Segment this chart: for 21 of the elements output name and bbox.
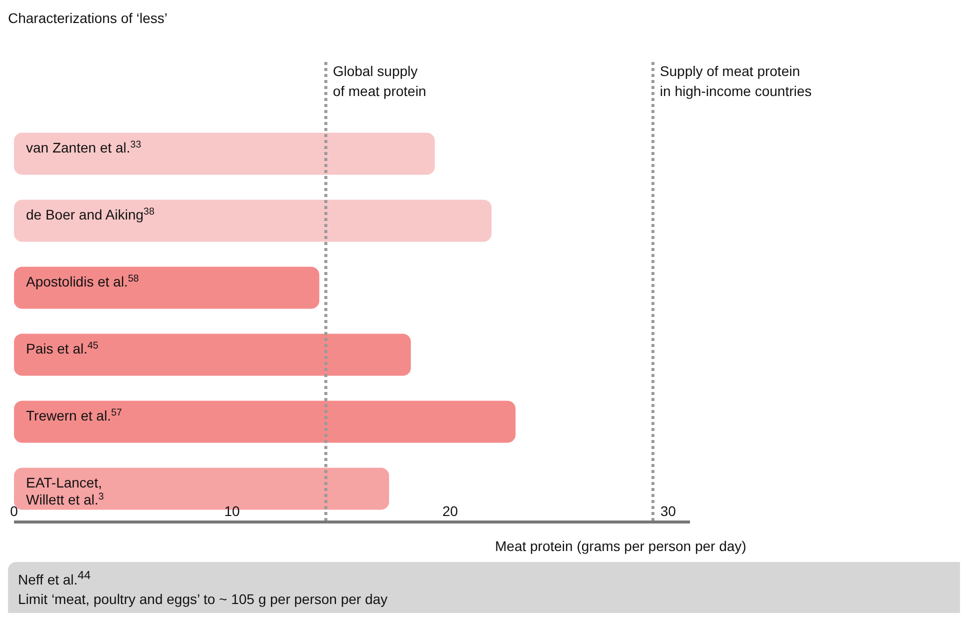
x-tick-label: 10 bbox=[224, 503, 240, 519]
bar bbox=[14, 400, 516, 443]
chart-title: Characterizations of ‘less’ bbox=[8, 9, 169, 28]
y-tick-label: EAT-Lancet, Willett et al.$^{3}$ bbox=[26, 474, 104, 508]
ref-line-label: Global supply of meat protein bbox=[332, 63, 426, 99]
bar bbox=[14, 266, 320, 309]
ref-line-label: Supply of meat protein in high-income countries bbox=[660, 63, 812, 99]
x-tick-label: 30 bbox=[660, 503, 676, 519]
bar bbox=[14, 200, 492, 242]
x-tick-label: 0 bbox=[10, 503, 18, 519]
bar bbox=[14, 334, 411, 376]
text: Limit ‘meat, poultry and eggs’ to ~ 105 g per person per day bbox=[18, 590, 389, 609]
y-tick-label: Apostolidis et al.$^{58}$ bbox=[26, 273, 140, 290]
y-tick-label: Pais et al.$^{45}$ bbox=[26, 340, 99, 357]
x-axis-title: Meat protein (grams per person per day) bbox=[495, 538, 748, 556]
x-tick-label: 20 bbox=[442, 503, 458, 519]
y-tick-label: Trewern et al.$^{57}$ bbox=[26, 407, 122, 424]
y-tick-label: de Boer and Aiking$^{38}$ bbox=[26, 206, 155, 223]
bar bbox=[14, 132, 435, 175]
y-tick-label: van Zanten et al.$^{33}$ bbox=[26, 139, 142, 156]
text: Neff et al.$^{44}$ bbox=[18, 568, 92, 590]
